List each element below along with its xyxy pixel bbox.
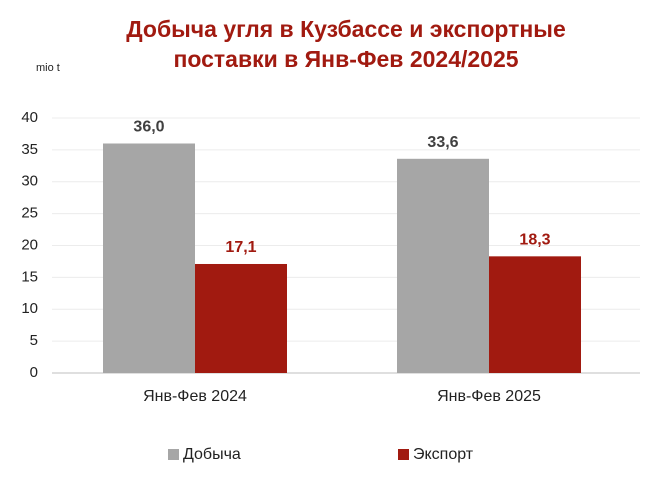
x-tick-label: Янв-Фев 2025: [437, 388, 541, 405]
data-label: 36,0: [133, 119, 164, 136]
y-tick-label: 30: [21, 173, 38, 190]
y-tick-label: 5: [30, 332, 38, 349]
legend-swatch: [168, 449, 179, 460]
x-tick-label: Янв-Фев 2024: [143, 388, 247, 405]
y-tick-label: 35: [21, 141, 38, 158]
y-tick-label: 20: [21, 236, 38, 253]
data-label: 17,1: [225, 239, 256, 256]
data-label: 18,3: [519, 232, 550, 249]
bar: [103, 143, 195, 373]
y-tick-label: 10: [21, 300, 38, 317]
y-tick-label: 15: [21, 268, 38, 285]
y-tick-label: 25: [21, 205, 38, 222]
legend-label: Добыча: [183, 446, 241, 463]
y-tick-label: 0: [30, 364, 38, 381]
data-label: 33,6: [427, 134, 458, 151]
bar: [195, 263, 287, 373]
bar: [489, 256, 581, 373]
y-tick-label: 40: [21, 109, 38, 126]
legend-label: Экспорт: [413, 446, 474, 463]
bar: [397, 158, 489, 373]
y-unit-label: mio t: [36, 62, 60, 74]
legend-swatch: [398, 449, 409, 460]
chart-title: Добыча угля в Кузбассе и экспортные пост…: [126, 16, 566, 72]
